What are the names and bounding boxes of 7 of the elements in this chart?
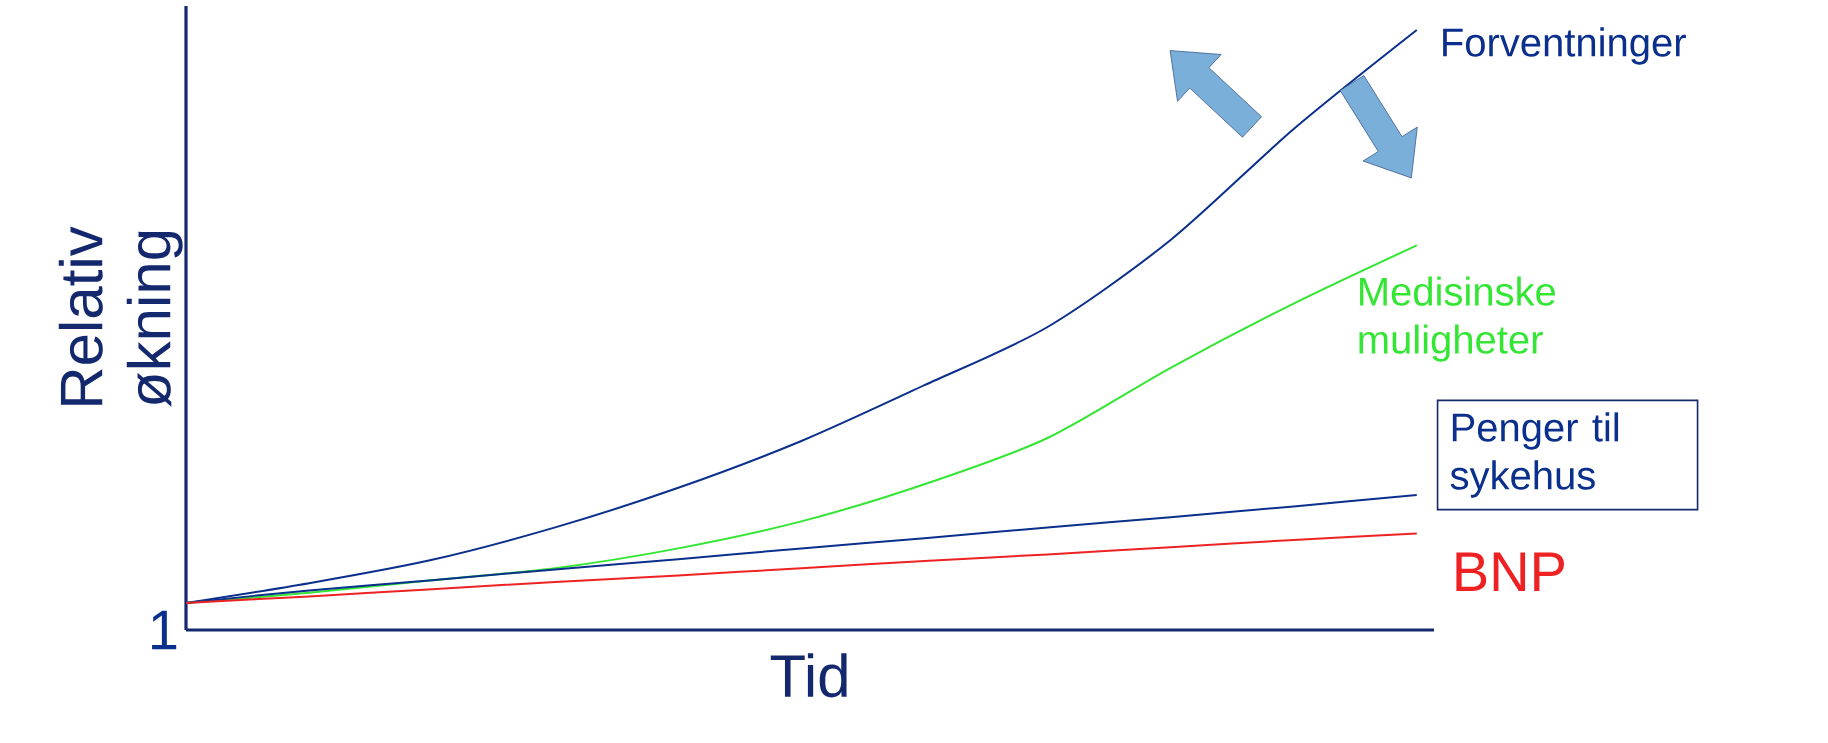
series-label: Penger til sykehus bbox=[1450, 412, 1619, 498]
x-axis-title: Tid bbox=[770, 653, 847, 698]
series-label: BNP bbox=[1456, 552, 1564, 591]
series-label: Forventninger bbox=[1443, 27, 1686, 65]
series-label: Medisinske muligheter bbox=[1359, 276, 1556, 362]
text: 1 bbox=[152, 610, 177, 650]
y-axis-title: Relativ økning bbox=[58, 226, 183, 407]
